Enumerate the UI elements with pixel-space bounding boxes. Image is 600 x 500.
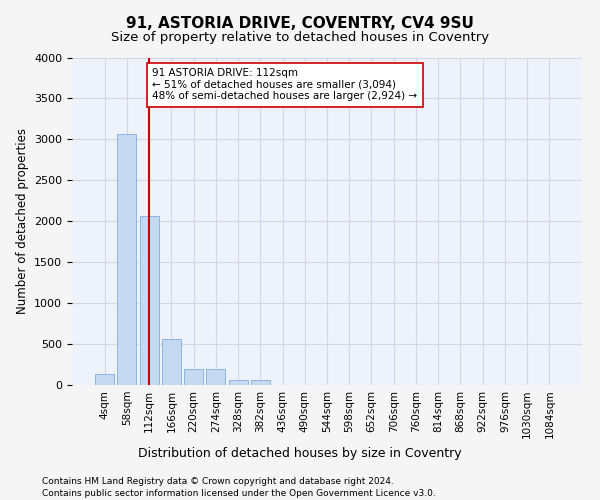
Bar	[229, 380, 248, 385]
Bar	[140, 216, 158, 385]
Bar	[95, 374, 114, 385]
Bar	[184, 369, 203, 385]
Text: 91, ASTORIA DRIVE, COVENTRY, CV4 9SU: 91, ASTORIA DRIVE, COVENTRY, CV4 9SU	[126, 16, 474, 31]
Bar	[118, 134, 136, 385]
Bar	[206, 369, 225, 385]
Bar	[251, 380, 270, 385]
Text: Distribution of detached houses by size in Coventry: Distribution of detached houses by size …	[138, 448, 462, 460]
Y-axis label: Number of detached properties: Number of detached properties	[16, 128, 29, 314]
Text: Contains HM Land Registry data © Crown copyright and database right 2024.: Contains HM Land Registry data © Crown c…	[42, 478, 394, 486]
Text: Contains public sector information licensed under the Open Government Licence v3: Contains public sector information licen…	[42, 489, 436, 498]
Text: 91 ASTORIA DRIVE: 112sqm
← 51% of detached houses are smaller (3,094)
48% of sem: 91 ASTORIA DRIVE: 112sqm ← 51% of detach…	[152, 68, 418, 102]
Text: Size of property relative to detached houses in Coventry: Size of property relative to detached ho…	[111, 31, 489, 44]
Bar	[162, 339, 181, 385]
